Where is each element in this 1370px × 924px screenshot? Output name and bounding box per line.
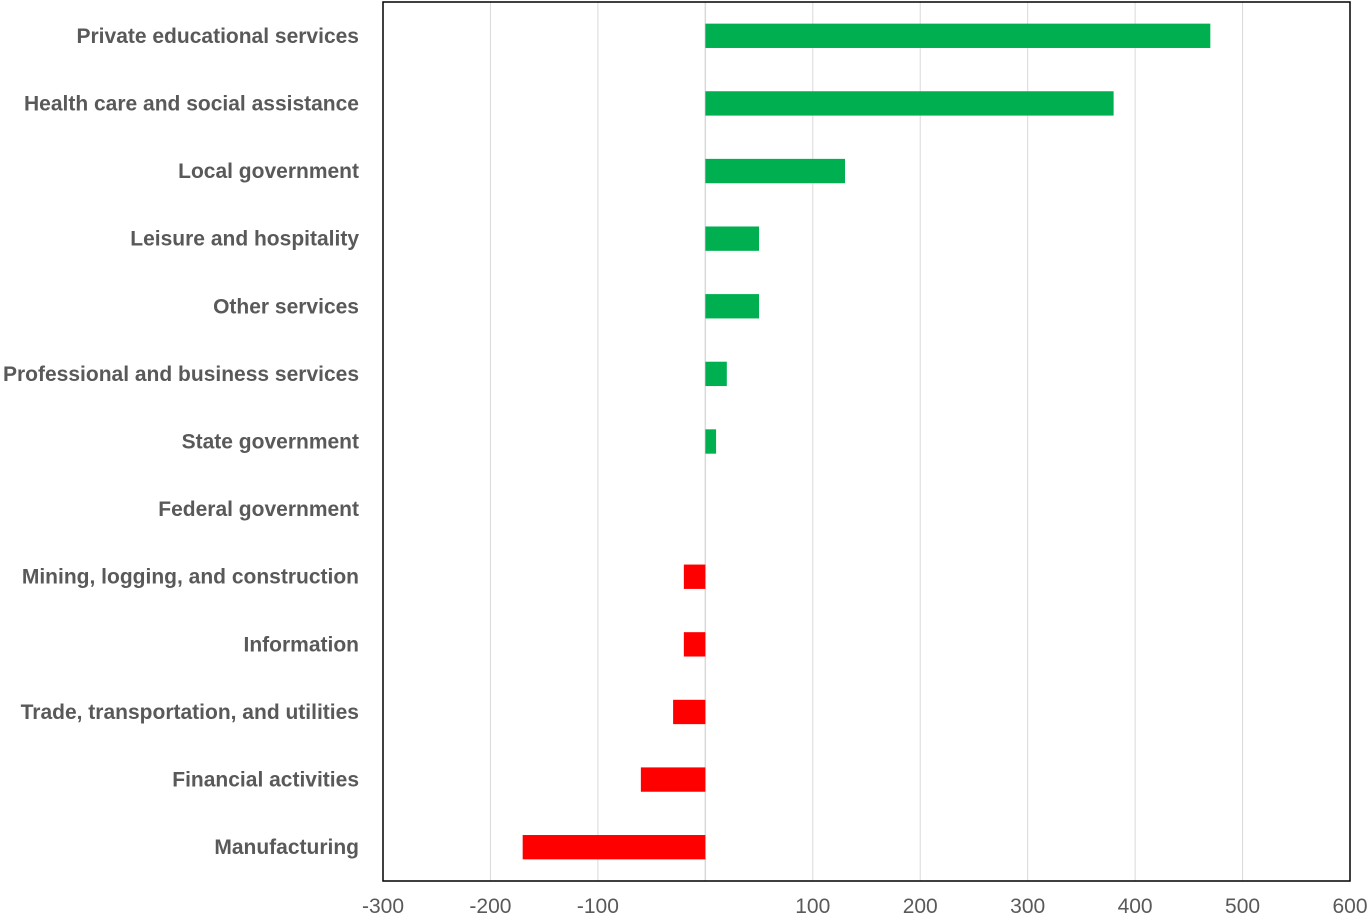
category-labels: Private educational services Health care …: [3, 25, 359, 859]
bar: [705, 429, 717, 454]
bar: [683, 564, 706, 589]
bar: [705, 91, 1114, 116]
bar: [683, 632, 706, 657]
x-tick-label: -300: [362, 895, 404, 918]
category-label: Professional and business services: [3, 363, 359, 386]
x-tick-label: 200: [903, 895, 938, 918]
x-tick-label: 300: [1010, 895, 1045, 918]
category-label: Financial activities: [172, 769, 359, 792]
bar: [673, 699, 706, 725]
plot-frame: [382, 1, 1351, 882]
x-tick-label: 500: [1225, 895, 1260, 918]
x-tick-label: -100: [577, 895, 619, 918]
bar: [705, 158, 846, 184]
category-label: Other services: [213, 295, 359, 318]
bar: [640, 767, 706, 792]
category-label: Leisure and hospitality: [130, 228, 359, 251]
bars: [522, 23, 1211, 860]
x-tick-label: 100: [795, 895, 830, 918]
category-label: Manufacturing: [214, 836, 359, 859]
category-label: Private educational services: [77, 25, 360, 48]
category-label: Information: [244, 633, 360, 656]
bar: [522, 835, 706, 860]
x-tick-labels: -300 -200 -100 100 200 300 400 500 600: [362, 895, 1368, 918]
x-tick-label: -200: [469, 895, 511, 918]
bar: [705, 226, 760, 251]
x-tick-label: 600: [1332, 895, 1367, 918]
bar: [705, 361, 727, 387]
grid-lines: [489, 2, 1244, 881]
category-label: Local government: [178, 160, 359, 183]
category-label: State government: [182, 431, 359, 454]
x-tick-label: 400: [1118, 895, 1153, 918]
category-label: Mining, logging, and construction: [22, 566, 359, 589]
bar: [705, 294, 760, 319]
category-label: Health care and social assistance: [24, 92, 359, 115]
bar: [705, 23, 1211, 48]
category-label: Federal government: [158, 498, 359, 521]
category-label: Trade, transportation, and utilities: [21, 701, 359, 724]
